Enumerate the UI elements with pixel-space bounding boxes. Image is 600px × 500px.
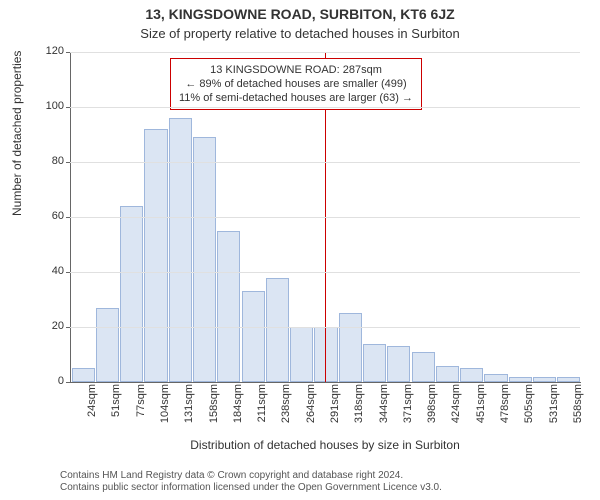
ytick-mark bbox=[66, 327, 70, 328]
xtick-label: 478sqm bbox=[499, 384, 511, 440]
x-axis-label: Distribution of detached houses by size … bbox=[70, 438, 580, 452]
grid-line bbox=[70, 272, 580, 273]
xtick-label: 77sqm bbox=[135, 384, 147, 440]
xtick-label: 424sqm bbox=[450, 384, 462, 440]
ytick-mark bbox=[66, 217, 70, 218]
xtick-label: 24sqm bbox=[86, 384, 98, 440]
ytick-label: 60 bbox=[28, 210, 64, 222]
bar bbox=[242, 291, 265, 382]
ytick-label: 20 bbox=[28, 320, 64, 332]
grid-line bbox=[70, 52, 580, 53]
bar bbox=[96, 308, 119, 382]
grid-line bbox=[70, 217, 580, 218]
y-axis-label: Number of detached properties bbox=[10, 51, 24, 216]
ytick-mark bbox=[66, 107, 70, 108]
callout-line2: ← 89% of detached houses are smaller (49… bbox=[179, 77, 413, 91]
xtick-label: 211sqm bbox=[256, 384, 268, 440]
bar bbox=[217, 231, 240, 382]
bar bbox=[339, 313, 362, 382]
xtick-label: 291sqm bbox=[329, 384, 341, 440]
xtick-label: 344sqm bbox=[378, 384, 390, 440]
bar bbox=[290, 327, 313, 382]
bar bbox=[387, 346, 410, 382]
ytick-label: 80 bbox=[28, 155, 64, 167]
ytick-mark bbox=[66, 162, 70, 163]
xtick-label: 51sqm bbox=[110, 384, 122, 440]
ytick-mark bbox=[66, 272, 70, 273]
bar bbox=[193, 137, 216, 382]
xtick-label: 398sqm bbox=[426, 384, 438, 440]
ytick-mark bbox=[66, 382, 70, 383]
ytick-label: 40 bbox=[28, 265, 64, 277]
ytick-label: 0 bbox=[28, 375, 64, 387]
xtick-label: 371sqm bbox=[402, 384, 414, 440]
xtick-label: 264sqm bbox=[305, 384, 317, 440]
xtick-label: 451sqm bbox=[475, 384, 487, 440]
ytick-label: 120 bbox=[28, 45, 64, 57]
callout-line1: 13 KINGSDOWNE ROAD: 287sqm bbox=[179, 63, 413, 77]
xtick-label: 558sqm bbox=[572, 384, 584, 440]
ytick-label: 100 bbox=[28, 100, 64, 112]
xtick-label: 158sqm bbox=[208, 384, 220, 440]
bar bbox=[557, 377, 580, 383]
xtick-label: 318sqm bbox=[353, 384, 365, 440]
xtick-label: 184sqm bbox=[232, 384, 244, 440]
bar bbox=[266, 278, 289, 383]
bar bbox=[144, 129, 167, 382]
bar bbox=[120, 206, 143, 382]
xtick-label: 531sqm bbox=[548, 384, 560, 440]
bar bbox=[436, 366, 459, 383]
xtick-label: 505sqm bbox=[523, 384, 535, 440]
footer-line1: Contains HM Land Registry data © Crown c… bbox=[60, 470, 442, 482]
bar bbox=[314, 327, 337, 382]
bar bbox=[533, 377, 556, 383]
xtick-label: 131sqm bbox=[183, 384, 195, 440]
footer-line2: Contains public sector information licen… bbox=[60, 482, 442, 494]
main-title: 13, KINGSDOWNE ROAD, SURBITON, KT6 6JZ bbox=[0, 6, 600, 22]
bar bbox=[509, 377, 532, 383]
grid-line bbox=[70, 162, 580, 163]
xtick-label: 238sqm bbox=[280, 384, 292, 440]
xtick-label: 104sqm bbox=[159, 384, 171, 440]
ytick-mark bbox=[66, 52, 70, 53]
callout-box: 13 KINGSDOWNE ROAD: 287sqm ← 89% of deta… bbox=[170, 58, 422, 110]
bar bbox=[460, 368, 483, 382]
grid-line bbox=[70, 107, 580, 108]
bar bbox=[484, 374, 507, 382]
grid-line bbox=[70, 327, 580, 328]
callout-line3: 11% of semi-detached houses are larger (… bbox=[179, 91, 413, 105]
bar bbox=[412, 352, 435, 382]
bar bbox=[363, 344, 386, 383]
bar bbox=[169, 118, 192, 382]
footer-attribution: Contains HM Land Registry data © Crown c… bbox=[60, 470, 442, 494]
sub-title: Size of property relative to detached ho… bbox=[0, 26, 600, 41]
bar bbox=[72, 368, 95, 382]
